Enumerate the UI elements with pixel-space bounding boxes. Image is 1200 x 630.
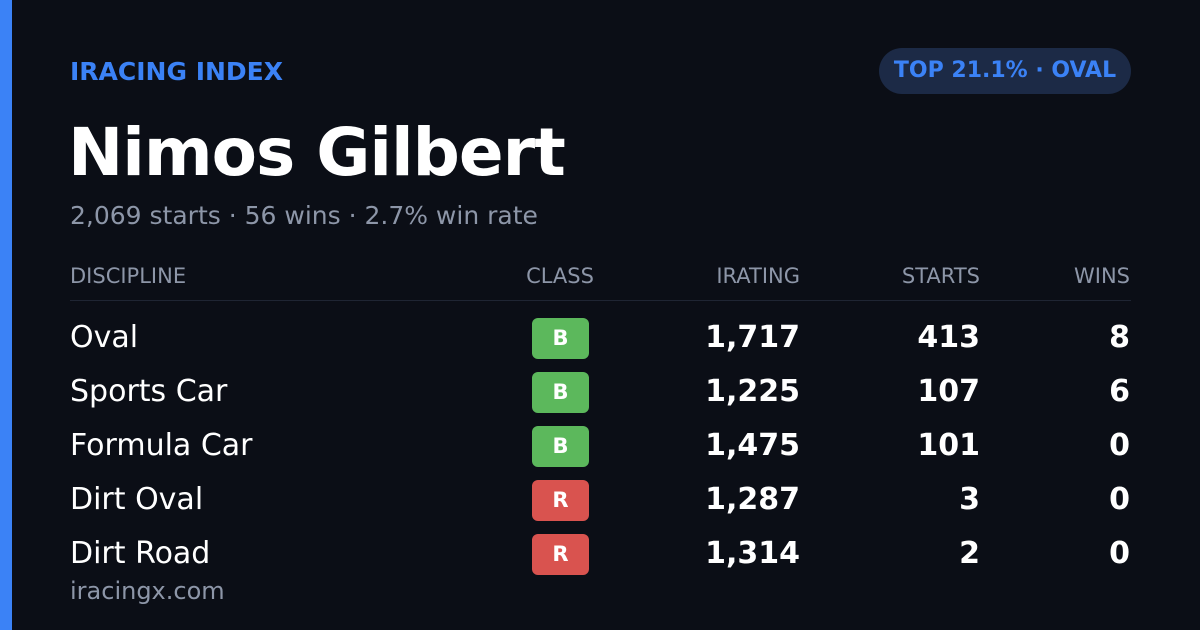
- divider: [70, 300, 1131, 301]
- discipline: Dirt Oval: [70, 482, 204, 517]
- starts: 3: [959, 482, 980, 517]
- discipline: Dirt Road: [70, 536, 211, 571]
- discipline: Formula Car: [70, 428, 253, 463]
- starts: 101: [917, 428, 980, 463]
- accent-bar: [0, 0, 12, 630]
- wins: 0: [1109, 428, 1130, 463]
- column-header: CLASS: [526, 264, 594, 288]
- wins: 0: [1109, 482, 1130, 517]
- site: iracingx.com: [70, 577, 225, 605]
- summary: 2,069 starts · 56 wins · 2.7% win rate: [70, 201, 538, 230]
- class-badge: R: [532, 534, 589, 575]
- class-badge: B: [532, 426, 589, 467]
- irating: 1,475: [705, 428, 800, 463]
- class-badge: R: [532, 480, 589, 521]
- brand: IRACING INDEX: [70, 57, 284, 86]
- column-header: IRATING: [716, 264, 800, 288]
- rank-badge: TOP 21.1% · OVAL: [879, 48, 1131, 94]
- class-badge: B: [532, 372, 589, 413]
- irating: 1,717: [705, 320, 800, 355]
- driver-name: Nimos Gilbert: [68, 114, 566, 191]
- class-badge: B: [532, 318, 589, 359]
- irating: 1,314: [705, 536, 800, 571]
- discipline: Sports Car: [70, 374, 228, 409]
- discipline: Oval: [70, 320, 139, 355]
- starts: 107: [917, 374, 980, 409]
- column-header: WINS: [1074, 264, 1130, 288]
- irating: 1,287: [705, 482, 800, 517]
- wins: 0: [1109, 536, 1130, 571]
- starts: 413: [917, 320, 980, 355]
- column-header: STARTS: [901, 264, 980, 288]
- wins: 8: [1109, 320, 1130, 355]
- wins: 6: [1109, 374, 1130, 409]
- column-header: DISCIPLINE: [70, 264, 187, 288]
- irating: 1,225: [705, 374, 800, 409]
- starts: 2: [959, 536, 980, 571]
